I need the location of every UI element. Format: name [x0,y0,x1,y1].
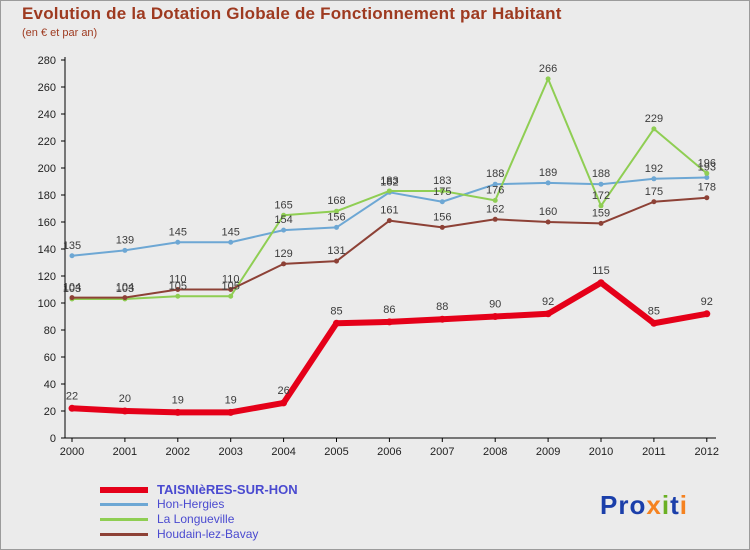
svg-text:172: 172 [592,190,610,202]
legend-item-houdain: Houdain-lez-Bavay [100,528,298,541]
svg-text:26: 26 [277,385,289,397]
legend-swatch-houdain [100,533,148,536]
svg-text:200: 200 [38,163,56,175]
svg-text:188: 188 [592,168,610,180]
svg-text:193: 193 [698,161,716,173]
svg-text:135: 135 [63,240,81,252]
legend-swatch-la-longueville [100,518,148,521]
svg-text:159: 159 [592,207,610,219]
svg-text:88: 88 [436,301,448,313]
svg-text:160: 160 [38,217,56,229]
page-title: Evolution de la Dotation Globale de Fonc… [22,4,562,23]
svg-text:2011: 2011 [642,446,666,458]
svg-text:154: 154 [274,214,292,226]
svg-text:2006: 2006 [377,446,401,458]
svg-text:140: 140 [38,244,56,256]
svg-text:105: 105 [222,280,240,292]
svg-text:280: 280 [38,55,56,67]
svg-text:0: 0 [50,433,56,445]
svg-text:183: 183 [380,175,398,187]
svg-text:192: 192 [645,163,663,175]
page-subtitle: (en € et par an) [22,27,98,39]
svg-text:104: 104 [63,282,81,294]
proxiti-logo: Proxiti [600,490,688,520]
svg-text:260: 260 [38,82,56,94]
svg-text:182: 182 [380,176,398,188]
svg-text:19: 19 [225,394,237,406]
svg-text:120: 120 [38,271,56,283]
svg-text:40: 40 [44,379,56,391]
svg-text:178: 178 [698,182,716,194]
svg-text:85: 85 [330,305,342,317]
svg-text:2004: 2004 [271,446,295,458]
svg-text:92: 92 [542,296,554,308]
svg-text:85: 85 [648,305,660,317]
svg-text:183: 183 [433,175,451,187]
svg-text:103: 103 [63,283,81,295]
svg-text:80: 80 [44,325,56,337]
svg-text:110: 110 [222,274,240,286]
svg-text:105: 105 [169,280,187,292]
svg-text:19: 19 [172,394,184,406]
svg-text:2002: 2002 [166,446,190,458]
svg-text:2010: 2010 [589,446,613,458]
legend-label-houdain: Houdain-lez-Bavay [157,527,259,541]
svg-text:180: 180 [38,190,56,202]
svg-text:189: 189 [539,167,557,179]
svg-text:188: 188 [486,168,504,180]
svg-text:2008: 2008 [483,446,507,458]
dgf-chart: 0204060801001201401601802002202402602802… [38,55,719,458]
svg-text:175: 175 [433,186,451,198]
svg-text:2005: 2005 [324,446,348,458]
legend-item-hon-hergies: Hon-Hergies [100,498,298,511]
svg-text:92: 92 [701,296,713,308]
svg-text:162: 162 [486,203,504,215]
svg-text:2012: 2012 [695,446,719,458]
svg-text:161: 161 [380,205,398,217]
legend-item-taisnieres: TAISNIèRES-SUR-HON [100,483,298,496]
svg-text:240: 240 [38,109,56,121]
svg-text:156: 156 [433,211,451,223]
legend-item-la-longueville: La Longueville [100,513,298,526]
svg-text:156: 156 [327,211,345,223]
svg-text:22: 22 [66,390,78,402]
svg-text:266: 266 [539,63,557,75]
svg-text:175: 175 [645,186,663,198]
svg-text:100: 100 [38,298,56,310]
svg-text:115: 115 [592,265,610,277]
legend: TAISNIèRES-SUR-HON Hon-Hergies La Longue… [100,483,298,543]
svg-text:165: 165 [274,199,292,211]
svg-text:168: 168 [327,195,345,207]
svg-text:60: 60 [44,352,56,364]
svg-text:139: 139 [116,234,134,246]
svg-text:20: 20 [44,406,56,418]
svg-text:145: 145 [169,226,187,238]
svg-text:2003: 2003 [218,446,242,458]
svg-text:2009: 2009 [536,446,560,458]
svg-text:160: 160 [539,206,557,218]
svg-text:220: 220 [38,136,56,148]
legend-swatch-hon-hergies [100,503,148,506]
svg-text:145: 145 [222,226,240,238]
legend-label-la-longueville: La Longueville [157,512,235,526]
svg-text:196: 196 [698,157,716,169]
legend-label-hon-hergies: Hon-Hergies [157,497,225,511]
svg-text:103: 103 [116,283,134,295]
svg-text:131: 131 [327,245,345,257]
svg-text:110: 110 [169,274,187,286]
legend-swatch-taisnieres [100,486,148,493]
svg-text:20: 20 [119,393,131,405]
svg-text:2001: 2001 [113,446,137,458]
svg-text:2000: 2000 [60,446,84,458]
svg-text:2007: 2007 [430,446,454,458]
svg-text:104: 104 [116,282,134,294]
svg-text:129: 129 [274,248,292,260]
svg-text:229: 229 [645,113,663,125]
svg-text:90: 90 [489,299,501,311]
svg-text:176: 176 [486,184,504,196]
legend-label-taisnieres: TAISNIèRES-SUR-HON [157,482,298,497]
svg-text:86: 86 [383,304,395,316]
